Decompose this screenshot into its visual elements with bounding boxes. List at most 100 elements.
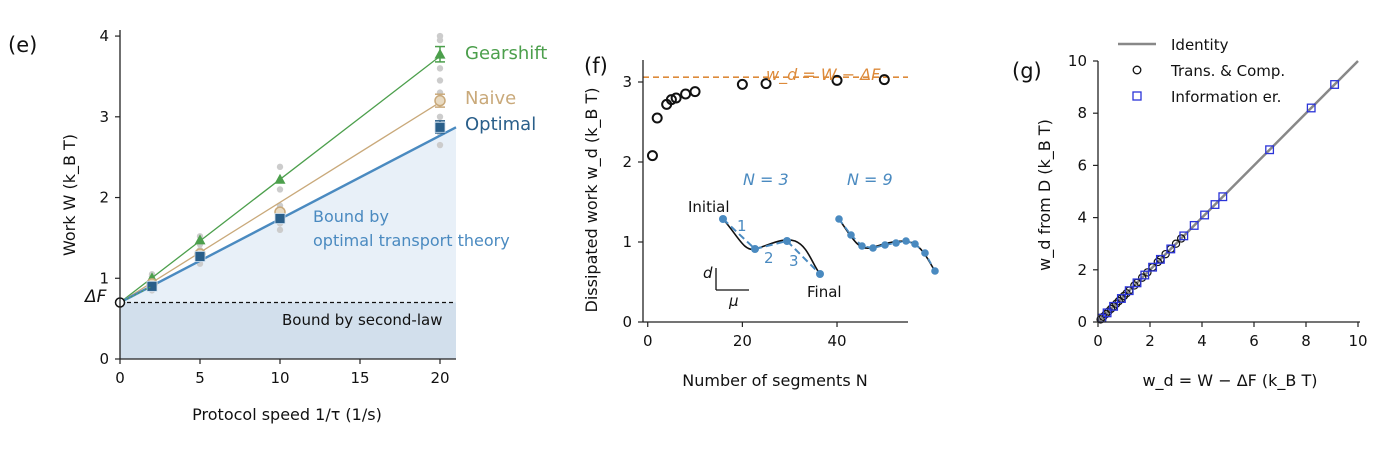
sample-point	[276, 226, 284, 234]
g-x-tick-label: 0	[1093, 332, 1103, 350]
trans-comp-point	[1111, 299, 1121, 308]
origin-link	[119, 285, 153, 303]
legend-identity: Identity	[1171, 36, 1229, 54]
g-x-tick-label: 10	[1348, 332, 1367, 350]
optimal-point	[194, 251, 206, 262]
second-law-region	[120, 302, 456, 359]
inset-final-label: Final	[807, 283, 842, 301]
inset-n9-points	[835, 215, 939, 275]
info-erasure-point	[1330, 80, 1340, 89]
panel-g-label: (g)	[1012, 59, 1042, 83]
trans-comp-point	[1176, 234, 1186, 243]
inset-segment-3: 3	[789, 252, 799, 270]
e-y-label: Work W (k_B T)	[60, 134, 80, 256]
panel-e: (e) 0 5 10 15 20 0 1 2 3 4 Protocol speed 1/τ (1/…	[8, 27, 547, 424]
trans-comp-point	[1171, 239, 1181, 248]
info-erasure-point	[1132, 278, 1142, 288]
e-y-tick-label: 1	[99, 269, 109, 287]
inset-protocol-paths: N = 3 N = 9 Initial Final 1 2 3	[688, 170, 939, 310]
g-x-label: w_d = W − ΔF (k_B T)	[1142, 371, 1317, 391]
e-x-tick-label: 5	[195, 369, 205, 387]
legend-trans: Trans. & Comp.	[1170, 62, 1285, 80]
info-erasure-point	[1155, 254, 1165, 264]
inset-n9-point	[902, 237, 910, 245]
info-erasure-point	[1109, 301, 1119, 311]
f-data-point	[680, 88, 692, 100]
inset-n3-point	[719, 215, 727, 223]
series-line-optimal	[119, 126, 457, 304]
f-y-tick-label: 3	[622, 73, 632, 91]
inset-segment-1: 1	[737, 217, 747, 235]
f-data-point	[760, 78, 772, 90]
series-line-naive	[119, 101, 441, 304]
e-y-tick-label: 3	[99, 108, 109, 126]
e-y-tick-label: 0	[99, 350, 109, 368]
optimal-point	[146, 280, 158, 292]
naive-point	[434, 94, 446, 107]
g-x-tick-label: 8	[1301, 332, 1311, 350]
f-x-tick-label: 40	[827, 332, 846, 350]
g-x-tick-label: 2	[1145, 332, 1155, 350]
info-erasure-point	[1218, 192, 1228, 202]
inset-n9-point	[835, 215, 843, 223]
gearshift-point	[434, 48, 446, 59]
g-y-tick-label: 0	[1077, 313, 1087, 331]
trans-comp-point	[1161, 249, 1170, 259]
f-data-point	[651, 112, 663, 124]
info-erasure-point	[1148, 262, 1158, 272]
info-erasure-point	[1140, 270, 1150, 280]
panel-e-label: (e)	[8, 33, 37, 57]
f-y-tick-label: 2	[622, 153, 632, 171]
f-y-label: Dissipated work w_d (k_B T)	[582, 88, 602, 313]
inset-mu-label: μ	[728, 292, 739, 310]
info-erasure-point	[1306, 103, 1316, 113]
f-data-point	[831, 74, 843, 86]
g-y-tick-label: 4	[1077, 209, 1087, 227]
inset-n9-point	[881, 241, 889, 249]
f-x-tick-label: 0	[643, 332, 653, 350]
info-erasure-point	[1200, 210, 1210, 220]
f-y-tick-label: 1	[622, 233, 632, 251]
optimal-point	[274, 213, 286, 224]
e-x-tick-label: 15	[350, 369, 369, 387]
inset-n9-point	[869, 244, 877, 252]
trans-comp-point	[1119, 291, 1129, 301]
sample-point	[436, 77, 444, 84]
e-y-tick-label: 2	[99, 189, 109, 207]
g-legend: Identity Trans. & Comp. Information er.	[1118, 36, 1285, 106]
gearshift-point	[194, 234, 206, 245]
g-y-tick-label: 2	[1077, 261, 1087, 279]
f-x-label: Number of segments N	[682, 371, 867, 390]
info-erasure-point	[1179, 231, 1189, 241]
sample-point	[436, 141, 444, 149]
f-data-point	[665, 94, 677, 106]
info-erasure-point	[1116, 294, 1126, 303]
trans-comp-point	[1137, 273, 1147, 282]
g-y-label: w_d from D (k_B T)	[1035, 119, 1055, 271]
inset-n9-point	[921, 249, 929, 257]
e-x-tick-label: 20	[430, 369, 449, 387]
inset-n3-segments	[722, 218, 821, 275]
f-data-point	[878, 74, 890, 86]
inset-initial-label: Initial	[688, 198, 730, 216]
inset-n9-point	[858, 242, 866, 250]
f-data-point	[736, 78, 748, 90]
bound-second-law-label: Bound by second-law	[282, 311, 442, 329]
optimal-point	[434, 121, 446, 133]
e-x-label: Protocol speed 1/τ (1/s)	[192, 405, 382, 424]
g-x-tick-label: 4	[1197, 332, 1207, 350]
inset-n3-point	[816, 270, 824, 278]
sample-point	[436, 113, 444, 121]
info-erasure-point	[1210, 200, 1220, 209]
bound-ot-label-2: optimal transport theory	[313, 231, 510, 250]
g-y-tick-label: 10	[1068, 52, 1087, 70]
trans-comp-point	[1130, 281, 1139, 290]
legend-info-marker	[1132, 91, 1142, 101]
inset-n9-segments	[838, 218, 936, 272]
trans-comp-point	[1122, 289, 1131, 298]
trans-comp-point	[1114, 296, 1124, 306]
g-x-tick-label: 6	[1249, 332, 1259, 350]
legend-gearshift: Gearshift	[465, 43, 547, 64]
